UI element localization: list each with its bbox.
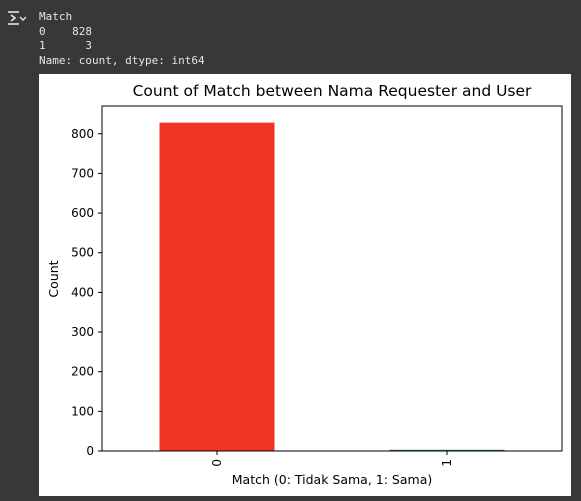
- console-line: 0 828: [39, 24, 92, 38]
- y-tick-label: 300: [71, 325, 94, 339]
- x-tick-label: 1: [440, 459, 454, 467]
- console-line: Name: count, dtype: int64: [39, 53, 205, 67]
- bar-chart: Count of Match between Nama Requester an…: [46, 82, 563, 487]
- chart-title: Count of Match between Nama Requester an…: [133, 82, 532, 100]
- y-axis-label: Count: [46, 260, 61, 297]
- output-expand-icon[interactable]: [6, 9, 26, 27]
- y-tick-label: 400: [71, 285, 94, 299]
- chart-figure: Count of Match between Nama Requester an…: [39, 74, 571, 496]
- y-tick-label: 500: [71, 246, 94, 260]
- y-tick-label: 700: [71, 166, 94, 180]
- console-output: Match 0 828 1 3 Name: count, dtype: int6…: [39, 10, 205, 68]
- bar-0: [159, 122, 275, 451]
- console-line: 1 3: [39, 39, 92, 52]
- plot-frame: [101, 105, 563, 452]
- y-tick-label: 200: [71, 365, 94, 379]
- console-line: Match: [39, 10, 73, 23]
- y-tick-label: 0: [86, 444, 94, 458]
- y-tick-label: 100: [71, 404, 94, 418]
- x-tick-label: 0: [210, 459, 224, 467]
- x-axis-label: Match (0: Tidak Sama, 1: Sama): [232, 472, 432, 487]
- y-tick-label: 600: [71, 206, 94, 220]
- bar-1: [389, 449, 505, 452]
- y-tick-label: 800: [71, 127, 94, 141]
